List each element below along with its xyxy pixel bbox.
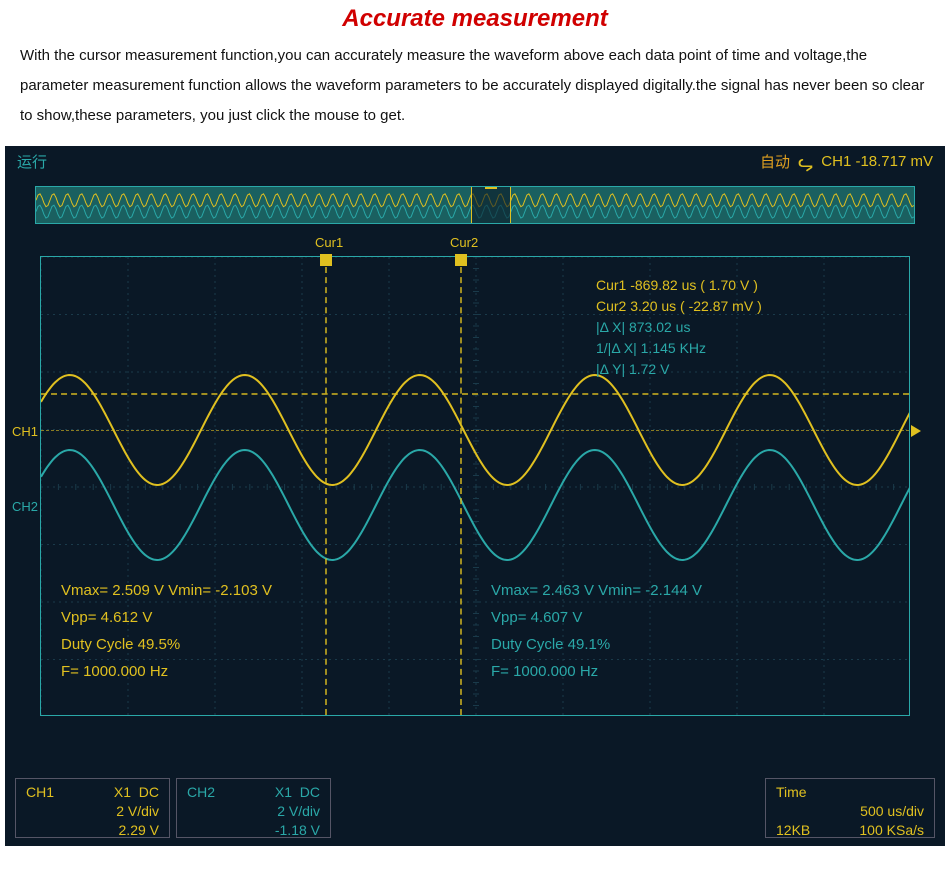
ch1-freq: F= 1000.000 Hz [61,658,272,685]
readout-freq: 1/|Δ X| 1.145 KHz [596,338,762,359]
ch1-coupling: DC [139,784,159,800]
time-scale: 500 us/div [860,802,924,821]
ch1-axis-label: CH1 [8,422,42,441]
header-section: Accurate measurement With the cursor mea… [0,0,950,146]
ch2-vmax-vmin: Vmax= 2.463 V Vmin= -2.144 V [491,577,702,604]
ch2-probe: X1 [275,784,292,800]
ch1-trigger-marker-icon [911,425,921,437]
ch2-measurements: Vmax= 2.463 V Vmin= -2.144 V Vpp= 4.607 … [491,577,702,685]
ch1-probe: X1 [114,784,131,800]
overview-strip[interactable] [35,186,915,224]
trigger-mode: 自动 [760,151,790,172]
ch1-offset: 2.29 V [119,821,159,840]
trigger-level: CH1 -18.717 mV [821,153,933,170]
page-title: Accurate measurement [20,5,930,33]
cursor1-label: Cur1 [315,235,343,250]
ch2-coupling: DC [300,784,320,800]
time-box-label: Time [776,783,807,802]
ch2-box-label: CH2 [187,783,215,802]
ch1-duty: Duty Cycle 49.5% [61,631,272,658]
ch2-vpp: Vpp= 4.607 V [491,604,702,631]
ch2-axis-label: CH2 [8,497,42,516]
time-rate: 100 KSa/s [859,821,924,840]
cursor-readout: Cur1 -869.82 us ( 1.70 V ) Cur2 3.20 us … [596,275,762,380]
ch1-measurements: Vmax= 2.509 V Vmin= -2.103 V Vpp= 4.612 … [61,577,272,685]
ch2-offset: -1.18 V [275,821,320,840]
readout-dx: |Δ X| 873.02 us [596,317,762,338]
overview-viewport-indicator[interactable] [471,186,511,224]
ch1-scale: 2 V/div [116,802,159,821]
plot-area[interactable]: Cur1 Cur2 Cur1 -869.82 us ( 1.70 V ) Cur… [40,256,910,716]
edge-trigger-icon: ᖤ [798,151,813,172]
ch2-duty: Duty Cycle 49.1% [491,631,702,658]
ch1-vmax-vmin: Vmax= 2.509 V Vmin= -2.103 V [61,577,272,604]
ch1-vpp: Vpp= 4.612 V [61,604,272,631]
timebase-info-box[interactable]: Time 500 us/div 12KB 100 KSa/s [765,778,935,838]
time-mem: 12KB [776,821,810,840]
ch1-box-label: CH1 [26,783,54,802]
ch2-freq: F= 1000.000 Hz [491,658,702,685]
readout-cur1: Cur1 -869.82 us ( 1.70 V ) [596,275,762,296]
readout-cur2: Cur2 3.20 us ( -22.87 mV ) [596,296,762,317]
oscilloscope-screen: 运行 自动 ᖤ CH1 -18.717 mV Cur1 Cur2 [5,146,945,846]
ch1-zero-line [41,430,909,431]
run-status: 运行 [17,151,47,172]
overview-marker-icon [485,186,497,189]
bottom-info-bar: CH1 X1 DC 2 V/div 2.29 V CH2 X1 DC 2 V/div… [15,778,935,838]
cursor2-label: Cur2 [450,235,478,250]
top-bar: 运行 自动 ᖤ CH1 -18.717 mV [5,146,945,176]
description-text: With the cursor measurement function,you… [20,41,930,131]
horizontal-cursor-line[interactable] [41,393,909,395]
ch1-info-box[interactable]: CH1 X1 DC 2 V/div 2.29 V [15,778,170,838]
ch2-scale: 2 V/div [277,802,320,821]
cursor1-line[interactable] [325,257,327,715]
readout-dy: |Δ Y| 1.72 V [596,359,762,380]
cursor2-line[interactable] [460,257,462,715]
ch2-info-box[interactable]: CH2 X1 DC 2 V/div -1.18 V [176,778,331,838]
